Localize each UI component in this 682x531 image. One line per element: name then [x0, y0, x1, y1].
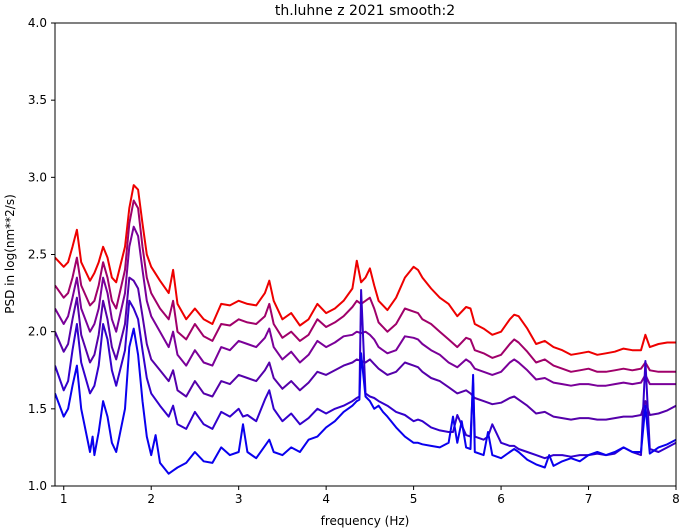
y-tick-label: 1.5: [28, 402, 47, 416]
y-tick-label: 2.5: [28, 248, 47, 262]
plot-frame: [54, 22, 677, 487]
x-tick-label: 3: [235, 492, 243, 506]
x-tick-label: 7: [585, 492, 593, 506]
y-axis: 1.0 1.5 2.0 2.5 3.0 3.5 4.0: [28, 16, 55, 493]
series-line-4: [55, 276, 676, 421]
x-tick-label: 4: [322, 492, 330, 506]
series-line-2: [55, 199, 676, 373]
series-line-6: [55, 327, 676, 475]
series-line-1: [55, 184, 676, 356]
x-tick-label: 1: [60, 492, 68, 506]
y-tick-label: 3.5: [28, 93, 47, 107]
x-tick-label: 8: [672, 492, 680, 506]
x-tick-label: 6: [497, 492, 505, 506]
series-layer: [55, 184, 676, 475]
series-line-5: [55, 289, 676, 460]
x-axis: 1 2 3 4 5 6 7 8: [60, 486, 680, 506]
x-axis-label: frequency (Hz): [321, 514, 410, 528]
y-tick-label: 4.0: [28, 16, 47, 30]
y-axis-label: PSD in log(nm**2/s): [3, 194, 17, 314]
y-tick-label: 3.0: [28, 170, 47, 184]
series-line-3: [55, 225, 676, 387]
y-tick-label: 2.0: [28, 325, 47, 339]
y-tick-label: 1.0: [28, 479, 47, 493]
x-tick-label: 5: [410, 492, 418, 506]
x-tick-label: 2: [147, 492, 155, 506]
chart-title: th.luhne z 2021 smooth:2: [275, 3, 455, 19]
